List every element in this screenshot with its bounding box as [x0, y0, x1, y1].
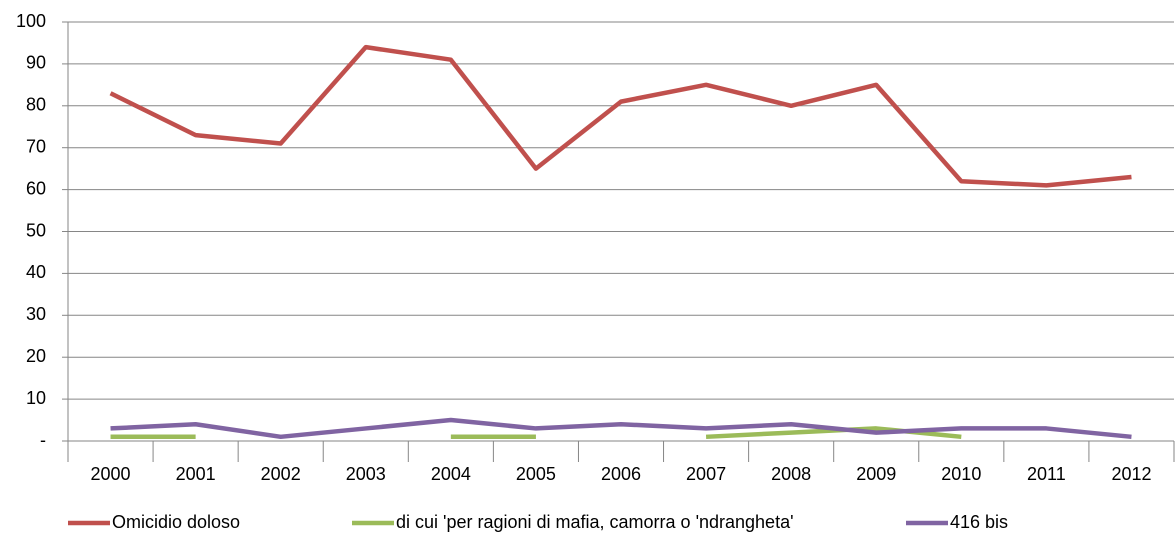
series-line	[109, 44, 1132, 188]
series-line	[110, 417, 1132, 440]
x-tick-label: 2003	[346, 464, 386, 484]
legend-label: di cui 'per ragioni di mafia, camorra o …	[396, 512, 794, 532]
x-tick-label: 2010	[941, 464, 981, 484]
y-tick-label: 70	[26, 136, 46, 156]
x-tick-label: 2009	[856, 464, 896, 484]
y-tick-label: -	[40, 430, 46, 450]
y-tick-label: 20	[26, 346, 46, 366]
y-tick-label: 100	[16, 11, 46, 31]
x-tick-label: 2012	[1111, 464, 1151, 484]
x-tick-label: 2008	[771, 464, 811, 484]
x-tick-label: 2005	[516, 464, 556, 484]
legend-label: 416 bis	[950, 512, 1008, 532]
y-tick-label: 60	[26, 178, 46, 198]
x-tick-label: 2000	[91, 464, 131, 484]
y-tick-label: 30	[26, 304, 46, 324]
y-tick-label: 50	[26, 220, 46, 240]
x-tick-label: 2002	[261, 464, 301, 484]
y-tick-label: 80	[26, 95, 46, 115]
x-tick-label: 2011	[1027, 464, 1066, 484]
y-tick-label: 40	[26, 262, 46, 282]
x-tick-label: 2006	[601, 464, 641, 484]
legend-label: Omicidio doloso	[112, 512, 240, 532]
y-tick-label: 90	[26, 53, 46, 73]
x-tick-label: 2007	[686, 464, 726, 484]
y-tick-label: 10	[26, 388, 46, 408]
x-tick-label: 2004	[431, 464, 471, 484]
x-tick-label: 2001	[176, 464, 216, 484]
